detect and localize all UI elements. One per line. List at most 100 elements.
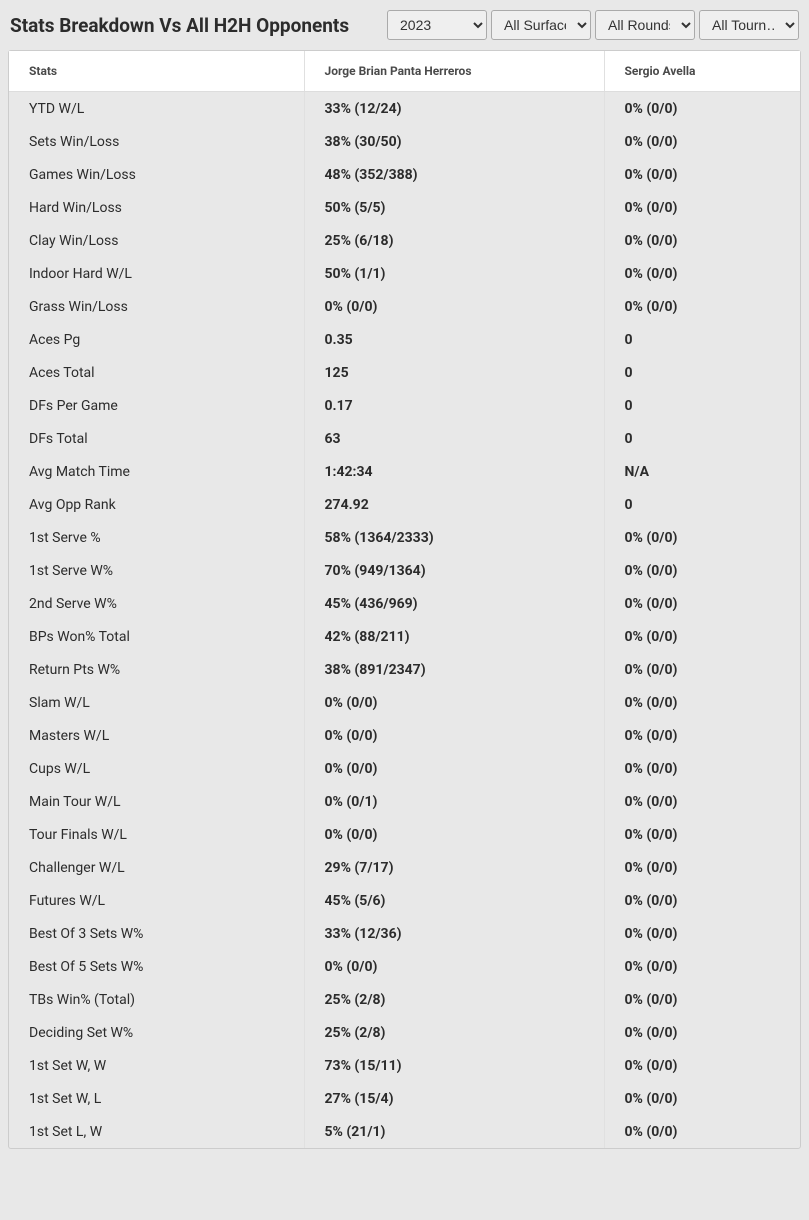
table-row: DFs Total630 <box>9 422 800 455</box>
player1-value: 0% (0/0) <box>304 686 604 719</box>
table-row: 1st Serve %58% (1364/2333)0% (0/0) <box>9 521 800 554</box>
player2-value: 0 <box>604 356 800 389</box>
table-row: 1st Serve W%70% (949/1364)0% (0/0) <box>9 554 800 587</box>
stat-label: Return Pts W% <box>9 653 304 686</box>
player1-value: 38% (30/50) <box>304 125 604 158</box>
stat-label: DFs Per Game <box>9 389 304 422</box>
stat-label: 1st Serve W% <box>9 554 304 587</box>
player1-value: 29% (7/17) <box>304 851 604 884</box>
table-row: Avg Opp Rank274.920 <box>9 488 800 521</box>
player2-value: 0% (0/0) <box>604 917 800 950</box>
table-row: Challenger W/L29% (7/17)0% (0/0) <box>9 851 800 884</box>
stats-table-wrapper: Stats Jorge Brian Panta Herreros Sergio … <box>8 50 801 1149</box>
table-row: Return Pts W%38% (891/2347)0% (0/0) <box>9 653 800 686</box>
player1-value: 50% (5/5) <box>304 191 604 224</box>
table-row: Tour Finals W/L0% (0/0)0% (0/0) <box>9 818 800 851</box>
player2-value: 0% (0/0) <box>604 653 800 686</box>
table-row: Best Of 3 Sets W%33% (12/36)0% (0/0) <box>9 917 800 950</box>
page-title: Stats Breakdown Vs All H2H Opponents <box>10 14 349 37</box>
player2-value: N/A <box>604 455 800 488</box>
table-row: Aces Pg0.350 <box>9 323 800 356</box>
table-row: Sets Win/Loss38% (30/50)0% (0/0) <box>9 125 800 158</box>
stat-label: Tour Finals W/L <box>9 818 304 851</box>
table-row: Aces Total1250 <box>9 356 800 389</box>
player1-value: 1:42:34 <box>304 455 604 488</box>
player2-value: 0% (0/0) <box>604 290 800 323</box>
player2-value: 0% (0/0) <box>604 1115 800 1148</box>
stat-label: Aces Total <box>9 356 304 389</box>
player1-value: 42% (88/211) <box>304 620 604 653</box>
player2-value: 0% (0/0) <box>604 785 800 818</box>
stat-label: DFs Total <box>9 422 304 455</box>
player1-value: 125 <box>304 356 604 389</box>
stat-label: Grass Win/Loss <box>9 290 304 323</box>
player1-value: 27% (15/4) <box>304 1082 604 1115</box>
player2-value: 0% (0/0) <box>604 92 800 126</box>
player2-value: 0 <box>604 488 800 521</box>
stat-label: BPs Won% Total <box>9 620 304 653</box>
player2-value: 0% (0/0) <box>604 1049 800 1082</box>
player2-value: 0% (0/0) <box>604 818 800 851</box>
filter-group: 2023 All Surfaces All Rounds All Tourn… <box>387 10 799 40</box>
stat-label: Hard Win/Loss <box>9 191 304 224</box>
table-row: BPs Won% Total42% (88/211)0% (0/0) <box>9 620 800 653</box>
player1-value: 50% (1/1) <box>304 257 604 290</box>
table-row: 1st Set W, W73% (15/11)0% (0/0) <box>9 1049 800 1082</box>
table-row: 2nd Serve W%45% (436/969)0% (0/0) <box>9 587 800 620</box>
player2-value: 0% (0/0) <box>604 521 800 554</box>
round-filter[interactable]: All Rounds <box>595 10 695 40</box>
stat-label: Main Tour W/L <box>9 785 304 818</box>
player2-value: 0% (0/0) <box>604 620 800 653</box>
player1-value: 0.17 <box>304 389 604 422</box>
stat-label: Avg Opp Rank <box>9 488 304 521</box>
year-filter[interactable]: 2023 <box>387 10 487 40</box>
table-row: Avg Match Time1:42:34N/A <box>9 455 800 488</box>
table-row: Best Of 5 Sets W%0% (0/0)0% (0/0) <box>9 950 800 983</box>
player2-value: 0% (0/0) <box>604 752 800 785</box>
stat-label: Deciding Set W% <box>9 1016 304 1049</box>
surface-filter[interactable]: All Surfaces <box>491 10 591 40</box>
player1-value: 63 <box>304 422 604 455</box>
stat-label: Avg Match Time <box>9 455 304 488</box>
player1-value: 25% (2/8) <box>304 1016 604 1049</box>
player1-value: 0% (0/0) <box>304 719 604 752</box>
stat-label: Challenger W/L <box>9 851 304 884</box>
player2-value: 0 <box>604 323 800 356</box>
stat-label: Clay Win/Loss <box>9 224 304 257</box>
stat-label: Sets Win/Loss <box>9 125 304 158</box>
player2-value: 0% (0/0) <box>604 158 800 191</box>
player2-value: 0% (0/0) <box>604 950 800 983</box>
header-bar: Stats Breakdown Vs All H2H Opponents 202… <box>0 0 809 50</box>
table-row: Games Win/Loss48% (352/388)0% (0/0) <box>9 158 800 191</box>
stat-label: TBs Win% (Total) <box>9 983 304 1016</box>
column-header-stats: Stats <box>9 51 304 92</box>
player2-value: 0% (0/0) <box>604 1082 800 1115</box>
player1-value: 33% (12/24) <box>304 92 604 126</box>
player1-value: 0% (0/0) <box>304 752 604 785</box>
player2-value: 0% (0/0) <box>604 224 800 257</box>
player1-value: 38% (891/2347) <box>304 653 604 686</box>
stat-label: Best Of 5 Sets W% <box>9 950 304 983</box>
player1-value: 5% (21/1) <box>304 1115 604 1148</box>
player1-value: 58% (1364/2333) <box>304 521 604 554</box>
table-row: DFs Per Game0.170 <box>9 389 800 422</box>
player2-value: 0% (0/0) <box>604 587 800 620</box>
stat-label: 1st Set L, W <box>9 1115 304 1148</box>
player1-value: 0% (0/0) <box>304 950 604 983</box>
player1-value: 48% (352/388) <box>304 158 604 191</box>
player2-value: 0 <box>604 389 800 422</box>
column-header-player1: Jorge Brian Panta Herreros <box>304 51 604 92</box>
player1-value: 33% (12/36) <box>304 917 604 950</box>
player1-value: 73% (15/11) <box>304 1049 604 1082</box>
stat-label: 2nd Serve W% <box>9 587 304 620</box>
stat-label: YTD W/L <box>9 92 304 126</box>
tournament-filter[interactable]: All Tourn… <box>699 10 799 40</box>
player2-value: 0% (0/0) <box>604 719 800 752</box>
table-row: Hard Win/Loss50% (5/5)0% (0/0) <box>9 191 800 224</box>
player2-value: 0% (0/0) <box>604 1016 800 1049</box>
table-row: TBs Win% (Total)25% (2/8)0% (0/0) <box>9 983 800 1016</box>
stats-table: Stats Jorge Brian Panta Herreros Sergio … <box>9 51 800 1148</box>
table-row: Indoor Hard W/L50% (1/1)0% (0/0) <box>9 257 800 290</box>
table-row: Slam W/L0% (0/0)0% (0/0) <box>9 686 800 719</box>
player1-value: 0.35 <box>304 323 604 356</box>
